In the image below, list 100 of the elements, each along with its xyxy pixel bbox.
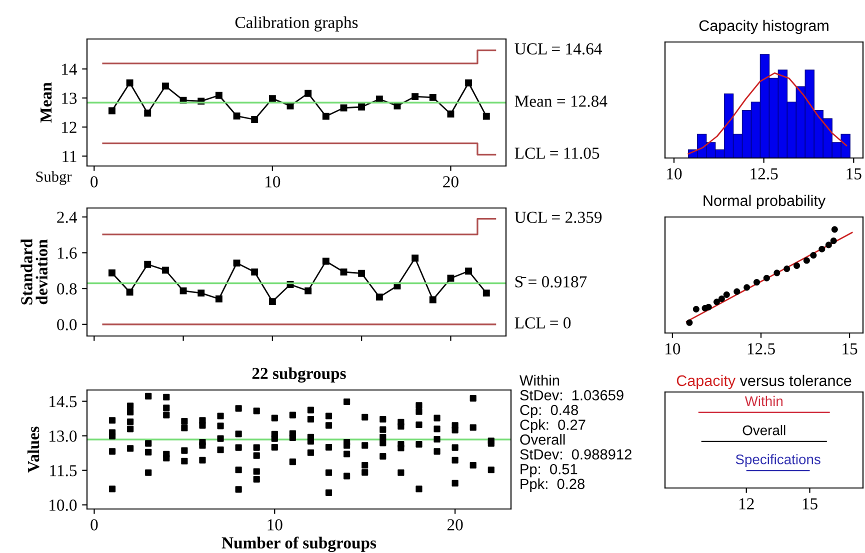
x-tick-label: 15: [846, 168, 862, 180]
y-tick-label: 13.0: [50, 430, 77, 442]
point: [251, 116, 258, 123]
y-tick-label: 2.4: [57, 212, 78, 223]
point: [162, 82, 169, 90]
x-tick-label: 0: [90, 176, 98, 188]
x-tick-label: 20: [443, 176, 458, 188]
chart-title: 22 subgroups: [252, 367, 346, 383]
text: Within: [520, 374, 560, 386]
x-tick-label: 10: [266, 176, 280, 188]
point: [482, 112, 490, 120]
x-tick-label: 20: [447, 519, 463, 530]
text: StDev: 1.03659: [520, 390, 624, 400]
x-tick-label: 15: [842, 343, 858, 354]
ref-line-label: Mean = 12.84: [514, 96, 608, 107]
text: Pp: 0.51: [520, 464, 578, 478]
x-tick-label: 12.5: [748, 343, 775, 355]
x-axis-title: Number of subgroups: [222, 536, 376, 552]
point: [692, 306, 700, 312]
point: [251, 268, 258, 276]
x-tick-label: 15: [802, 498, 818, 510]
point: [126, 79, 134, 86]
point: [340, 268, 348, 276]
point: [412, 93, 419, 100]
y-tick-label: 12: [62, 122, 76, 133]
point: [734, 288, 740, 295]
point: [126, 288, 134, 296]
point: [340, 104, 348, 112]
point: [412, 254, 419, 262]
y-tick-label: 1.6: [58, 248, 77, 259]
chart-title: Capacity histogram: [699, 20, 828, 34]
point: [304, 287, 312, 294]
y-tick-label: 11.5: [50, 465, 77, 476]
y-tick-label: 14: [62, 64, 78, 75]
point: [108, 269, 116, 276]
point: [322, 112, 330, 120]
point: [268, 95, 276, 102]
point: [198, 290, 205, 297]
point: [376, 294, 383, 301]
point: [376, 96, 383, 103]
text: StDev: 0.988912: [520, 449, 632, 460]
point: [803, 257, 810, 264]
point: [268, 298, 276, 306]
series-label: LCL = 0: [514, 317, 571, 329]
point: [753, 278, 760, 286]
chart-title: Normal probability: [704, 194, 826, 210]
x-tick-label: 10: [667, 168, 682, 180]
point: [215, 295, 222, 302]
point: [447, 110, 454, 118]
y-tick-label: 11: [62, 150, 76, 162]
x-tick-label: 10: [268, 519, 282, 530]
point: [818, 246, 826, 252]
point: [358, 270, 366, 277]
point: [713, 298, 720, 306]
point: [830, 238, 837, 244]
point: [215, 92, 222, 99]
point: [723, 291, 730, 298]
point: [825, 242, 832, 248]
y-axis-title: Standard deviation: [20, 238, 48, 304]
text: Ppk: 0.28: [520, 478, 585, 492]
point: [144, 260, 152, 268]
y-tick-label: 13: [62, 92, 77, 104]
point: [774, 270, 780, 276]
point: [322, 258, 330, 265]
point: [831, 226, 838, 233]
point: [429, 296, 436, 304]
point: [429, 94, 436, 101]
point: [686, 319, 693, 326]
point: [705, 304, 712, 310]
x-tick-label: 12.5: [750, 168, 778, 180]
y-tick-label: Specifications: [736, 454, 820, 468]
chart-title: Calibration graphs: [235, 16, 358, 32]
x-tick-label: 0: [90, 519, 98, 530]
point: [744, 284, 750, 291]
point: [108, 107, 116, 114]
y-axis-title: Mean: [40, 82, 52, 123]
y-tick-label: 14.5: [50, 396, 77, 408]
point: [144, 110, 152, 117]
point: [162, 266, 169, 274]
point: [180, 287, 187, 294]
point: [793, 262, 800, 269]
text: Cpk: 0.27: [520, 419, 586, 433]
point: [810, 252, 817, 259]
point: [482, 290, 490, 297]
point: [233, 112, 240, 120]
point: [763, 274, 770, 282]
y-tick-label: 0.8: [57, 283, 77, 295]
point: [447, 274, 454, 282]
text: Overall: [520, 434, 565, 445]
y-axis-title: Values: [27, 426, 40, 473]
text: Cp: 0.48: [520, 404, 578, 418]
y-tick-label: 10.0: [50, 500, 77, 511]
point: [465, 268, 472, 275]
series-label: UCL = 2.359: [514, 212, 602, 224]
ref-line-label: S̄ = 0.9187: [515, 276, 587, 288]
chart-title: Capacity versus tolerance: [676, 374, 852, 390]
x-tick-label: 10: [666, 343, 680, 354]
point: [358, 104, 366, 110]
point: [718, 296, 725, 302]
x-axis-title: Subgr: [36, 171, 72, 185]
